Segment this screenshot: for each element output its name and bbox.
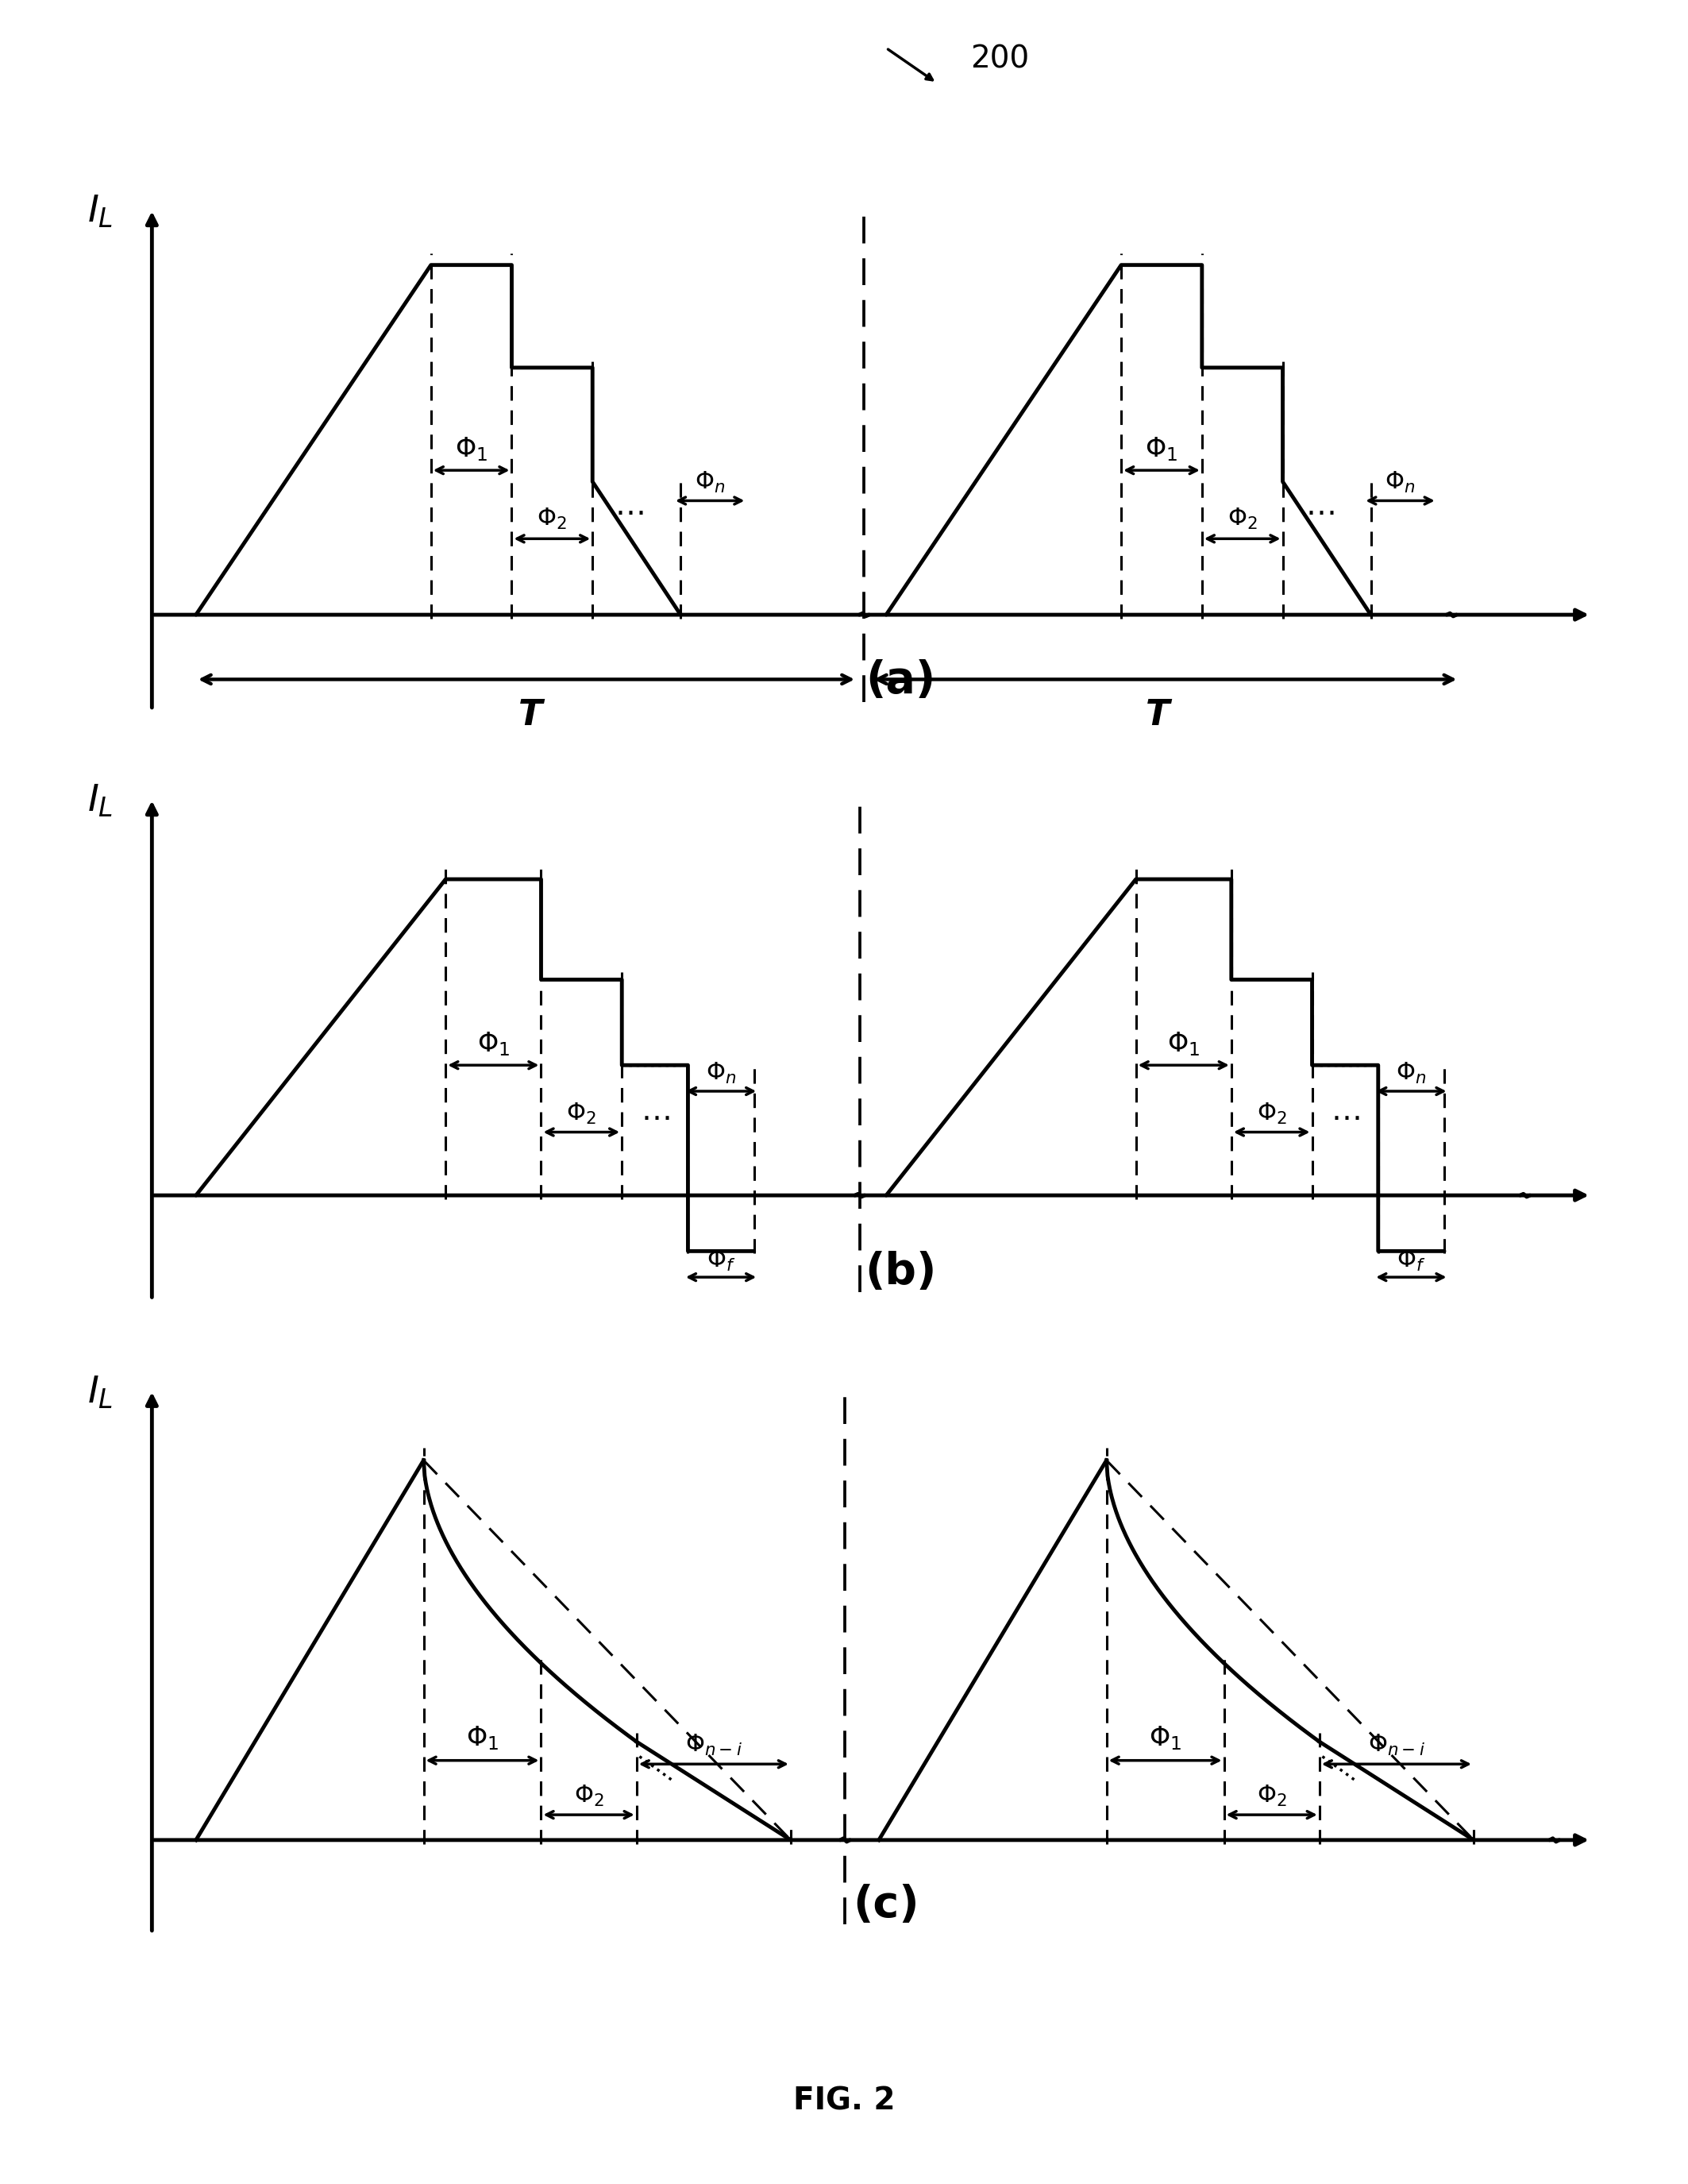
Text: $\cdots$: $\cdots$	[1330, 1103, 1359, 1131]
Text: $I_L$: $I_L$	[88, 194, 113, 229]
Text: $\Phi_1$: $\Phi_1$	[454, 435, 488, 463]
Text: $\Phi_2$: $\Phi_2$	[567, 1103, 596, 1127]
Text: (c): (c)	[852, 1883, 920, 1926]
Text: FIG. 2: FIG. 2	[793, 2086, 895, 2116]
Text: $\Phi_f$: $\Phi_f$	[707, 1249, 736, 1273]
Text: $\Phi_1$: $\Phi_1$	[478, 1031, 510, 1057]
Text: $\cdots$: $\cdots$	[640, 1103, 670, 1131]
Text: $\Phi_1$: $\Phi_1$	[1166, 1031, 1200, 1057]
Text: $\Phi_1$: $\Phi_1$	[1144, 435, 1178, 463]
Text: (a): (a)	[866, 660, 935, 703]
Text: $\Phi_{n-i}$: $\Phi_{n-i}$	[1367, 1734, 1425, 1758]
Text: $I_L$: $I_L$	[88, 1374, 113, 1411]
Text: $\Phi_1$: $\Phi_1$	[466, 1725, 498, 1752]
Text: $\Phi_n$: $\Phi_n$	[1384, 470, 1416, 496]
Text: $\Phi_{n-i}$: $\Phi_{n-i}$	[685, 1734, 743, 1758]
Text: T: T	[1146, 699, 1170, 732]
Text: $\Phi_2$: $\Phi_2$	[1256, 1784, 1286, 1808]
Text: $\cdots$: $\cdots$	[614, 498, 643, 526]
Text: $\Phi_f$: $\Phi_f$	[1396, 1249, 1426, 1273]
Text: 200: 200	[971, 44, 1030, 74]
Text: $\Phi_1$: $\Phi_1$	[1150, 1725, 1182, 1752]
Text: $\Phi_2$: $\Phi_2$	[574, 1784, 604, 1808]
Text: (b): (b)	[864, 1251, 937, 1293]
Text: $I_L$: $I_L$	[88, 784, 113, 819]
Text: $\Phi_n$: $\Phi_n$	[706, 1061, 736, 1085]
Text: $\Phi_2$: $\Phi_2$	[537, 507, 567, 531]
Text: $\cdots$: $\cdots$	[1305, 498, 1334, 526]
Text: $\Phi_2$: $\Phi_2$	[1227, 507, 1258, 531]
Text: $\Phi_n$: $\Phi_n$	[695, 470, 726, 496]
Text: T: T	[518, 699, 542, 732]
Text: $\Phi_n$: $\Phi_n$	[1396, 1061, 1426, 1085]
Text: $\Phi_2$: $\Phi_2$	[1256, 1103, 1286, 1127]
